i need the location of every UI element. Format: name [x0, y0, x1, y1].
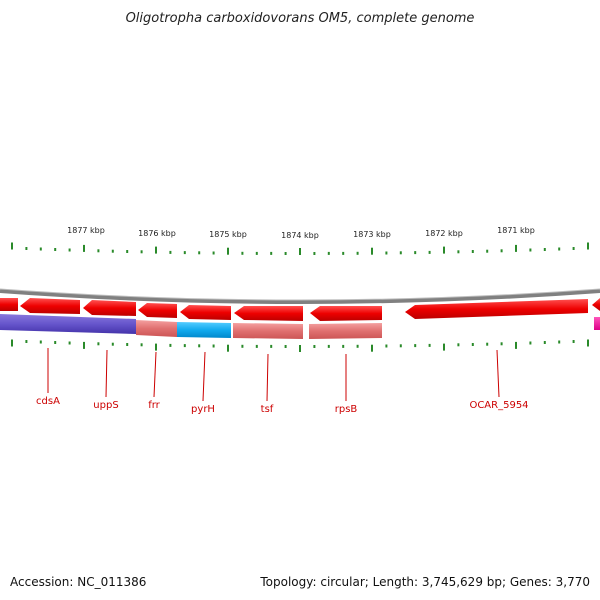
gene-arrow	[20, 298, 80, 314]
map-title: Oligotropha carboxidovorans OM5, complet…	[126, 11, 475, 26]
leader-line	[105, 349, 108, 398]
feature-bar	[309, 323, 382, 339]
gene-label-uppS: uppS	[93, 400, 118, 411]
scale-label: 1871 kbp	[497, 226, 535, 235]
scale-label: 1877 kbp	[67, 226, 105, 235]
leader-line	[153, 351, 157, 398]
feature-bar	[177, 322, 231, 338]
gene-leader-lines	[47, 348, 500, 402]
feature-bar	[0, 314, 136, 334]
gene-labels: cdsA uppS frr pyrH tsf rpsB OCAR_5954	[36, 396, 529, 415]
gene-arrow	[0, 298, 18, 311]
accession-text: Accession: NC_011386	[10, 575, 146, 589]
gene-track	[0, 298, 600, 339]
gene-label-frr: frr	[148, 400, 160, 411]
gene-arrow	[310, 306, 382, 321]
scale-ticks-bottom	[11, 339, 589, 352]
feature-bar	[136, 320, 177, 337]
leader-line	[496, 349, 500, 398]
gene-arrow	[180, 305, 231, 320]
leader-line	[266, 353, 269, 402]
scale-ticks-top	[11, 242, 589, 255]
gene-label-rpsB: rpsB	[335, 404, 358, 415]
scale-label: 1876 kbp	[138, 229, 176, 238]
gene-arrow	[234, 306, 303, 321]
gene-arrow	[83, 300, 136, 316]
leader-line	[202, 351, 206, 402]
gene-label-OCAR_5954: OCAR_5954	[469, 400, 528, 411]
feature-bar	[594, 317, 600, 330]
gene-arrow	[138, 303, 177, 318]
gene-arrow	[592, 298, 600, 311]
genome-backbone	[0, 289, 600, 304]
gene-label-tsf: tsf	[261, 404, 274, 415]
genome-backbone-highlight	[0, 288, 600, 301]
gene-arrow	[405, 299, 588, 319]
gene-label-cdsA: cdsA	[36, 396, 60, 407]
feature-bar	[233, 323, 303, 339]
scale-labels: 1877 kbp 1876 kbp 1875 kbp 1874 kbp 1873…	[67, 226, 535, 240]
scale-label: 1875 kbp	[209, 230, 247, 239]
scale-label: 1874 kbp	[281, 231, 319, 240]
scale-label: 1873 kbp	[353, 230, 391, 239]
scale-label: 1872 kbp	[425, 229, 463, 238]
topology-summary: Topology: circular; Length: 3,745,629 bp…	[259, 575, 590, 589]
gene-label-pyrH: pyrH	[191, 404, 215, 415]
